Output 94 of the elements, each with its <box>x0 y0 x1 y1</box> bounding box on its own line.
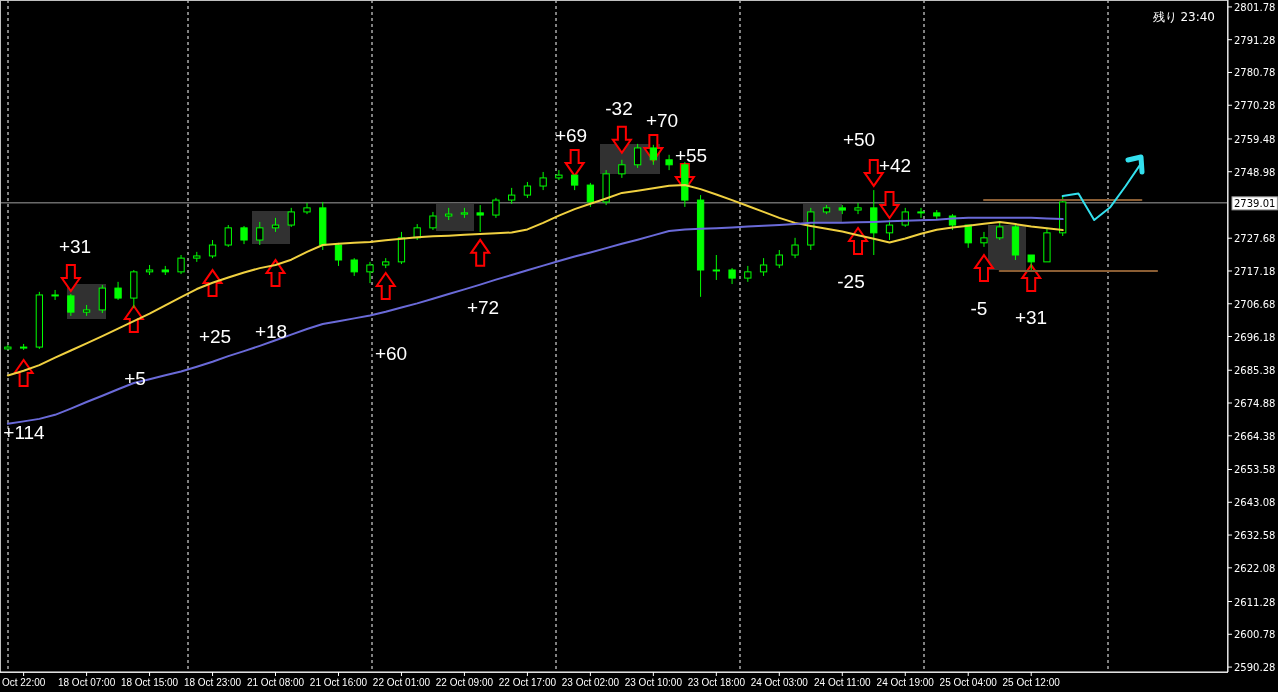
y-tick-label: 2696.18 <box>1234 331 1276 343</box>
y-tick-label: 2664.38 <box>1234 430 1276 442</box>
y-tick-label: 2748.98 <box>1234 166 1276 178</box>
candlestick <box>854 202 862 215</box>
candlestick <box>555 169 563 181</box>
annotation: +69 <box>554 125 588 146</box>
x-tick-label: 23 Oct 18:00 <box>687 677 746 688</box>
candlestick <box>539 171 547 191</box>
candlestick <box>885 219 894 241</box>
candlestick <box>98 284 106 314</box>
x-tick-label: 24 Oct 19:00 <box>876 677 935 688</box>
point <box>202 269 223 298</box>
candlestick <box>240 225 248 245</box>
x-tick-label: 21 Oct 16:00 <box>309 677 368 688</box>
candlestick <box>224 224 232 248</box>
candlestick <box>287 207 295 228</box>
candlestick <box>256 221 264 246</box>
candlestick <box>303 202 311 215</box>
annotation: +18 <box>254 321 288 342</box>
x-tick-label: 23 Oct 02:00 <box>561 677 620 688</box>
x-tick-label: 22 Oct 09:00 <box>435 677 494 688</box>
y-tick-label: 2622.08 <box>1234 562 1276 574</box>
y-tick-label: 2590.28 <box>1234 662 1276 674</box>
candlestick <box>586 182 595 208</box>
y-tick-label: 2791.28 <box>1234 34 1276 46</box>
candlestick <box>366 261 374 284</box>
y-tick-label: 2770.28 <box>1234 100 1276 112</box>
y-tick-label: 2674.88 <box>1234 398 1276 410</box>
candlestick <box>476 204 484 233</box>
annotation: -25 <box>837 271 865 292</box>
candlestick <box>633 143 642 169</box>
point <box>60 264 81 293</box>
y-tick-label: 2643.08 <box>1234 497 1276 509</box>
candlestick <box>492 197 500 219</box>
point <box>375 271 396 300</box>
candlestick <box>51 289 59 301</box>
y-tick-label: 2600.78 <box>1234 629 1276 641</box>
annotation: +50 <box>842 129 876 150</box>
y-tick-label: 2759.48 <box>1234 133 1276 145</box>
annotation: +55 <box>674 145 708 166</box>
candlestick <box>917 207 925 219</box>
y-tick-label: 2632.58 <box>1234 530 1276 542</box>
annotation: +42 <box>878 155 912 176</box>
candlestick <box>208 239 217 259</box>
y-tick-label: 2611.28 <box>1234 596 1276 608</box>
y-tick-label: 2653.58 <box>1234 464 1276 476</box>
y-tick-label: 2801.78 <box>1234 1 1276 13</box>
y-tick-label: 2727.68 <box>1234 233 1276 245</box>
annotation: -32 <box>605 98 633 119</box>
x-tick-label: 18 Oct 15:00 <box>120 677 179 688</box>
annotation: +114 <box>3 422 46 443</box>
x-tick-label: 24 Oct 11:00 <box>814 677 871 688</box>
annotation: 残り 23:40 <box>1152 10 1215 24</box>
y-tick-label: 2706.68 <box>1234 298 1276 310</box>
x-tick-label: Oct 22:00 <box>1 677 46 688</box>
ref-line-label: 2739.01 <box>1234 197 1276 209</box>
annotation: -5 <box>970 298 988 319</box>
point <box>265 259 286 288</box>
x-tick-label: 25 Oct 12:00 <box>1002 677 1061 688</box>
x-tick-label: 22 Oct 01:00 <box>372 677 431 688</box>
candlestick <box>980 231 988 248</box>
candlestick <box>618 159 626 179</box>
x-tick-label: 25 Oct 04:00 <box>939 677 998 688</box>
x-tick-label: 21 Oct 08:00 <box>246 677 305 688</box>
candlestick <box>775 249 783 269</box>
annotation: +31 <box>1014 307 1048 328</box>
candlestick <box>177 254 185 275</box>
annotation: +31 <box>58 236 92 257</box>
candlestick <box>429 211 437 231</box>
candlestick <box>67 293 75 317</box>
point <box>470 238 491 267</box>
point <box>564 148 585 177</box>
x-tick-label: 18 Oct 07:00 <box>57 677 116 688</box>
y-tick-label: 2717.18 <box>1234 265 1276 277</box>
annotation: +60 <box>374 343 408 364</box>
y-tick-label: 2685.38 <box>1234 365 1276 377</box>
point <box>611 125 632 154</box>
y-tick-label: 2780.78 <box>1234 67 1276 79</box>
candlestick <box>712 254 720 281</box>
point <box>973 254 994 283</box>
candlestick <box>665 154 673 171</box>
candlestick <box>114 281 122 301</box>
x-tick-label: 23 Oct 10:00 <box>624 677 683 688</box>
point <box>879 191 900 220</box>
annotation: +72 <box>466 297 500 318</box>
x-tick-label: 22 Oct 17:00 <box>498 677 557 688</box>
annotation: +25 <box>198 326 232 347</box>
x-tick-label: 18 Oct 23:00 <box>183 677 242 688</box>
candlestick <box>996 221 1004 241</box>
point <box>1021 264 1042 293</box>
candlestick <box>791 237 799 259</box>
annotation: +70 <box>645 110 679 131</box>
candlestick <box>649 144 658 166</box>
x-tick-label: 24 Oct 03:00 <box>750 677 809 688</box>
